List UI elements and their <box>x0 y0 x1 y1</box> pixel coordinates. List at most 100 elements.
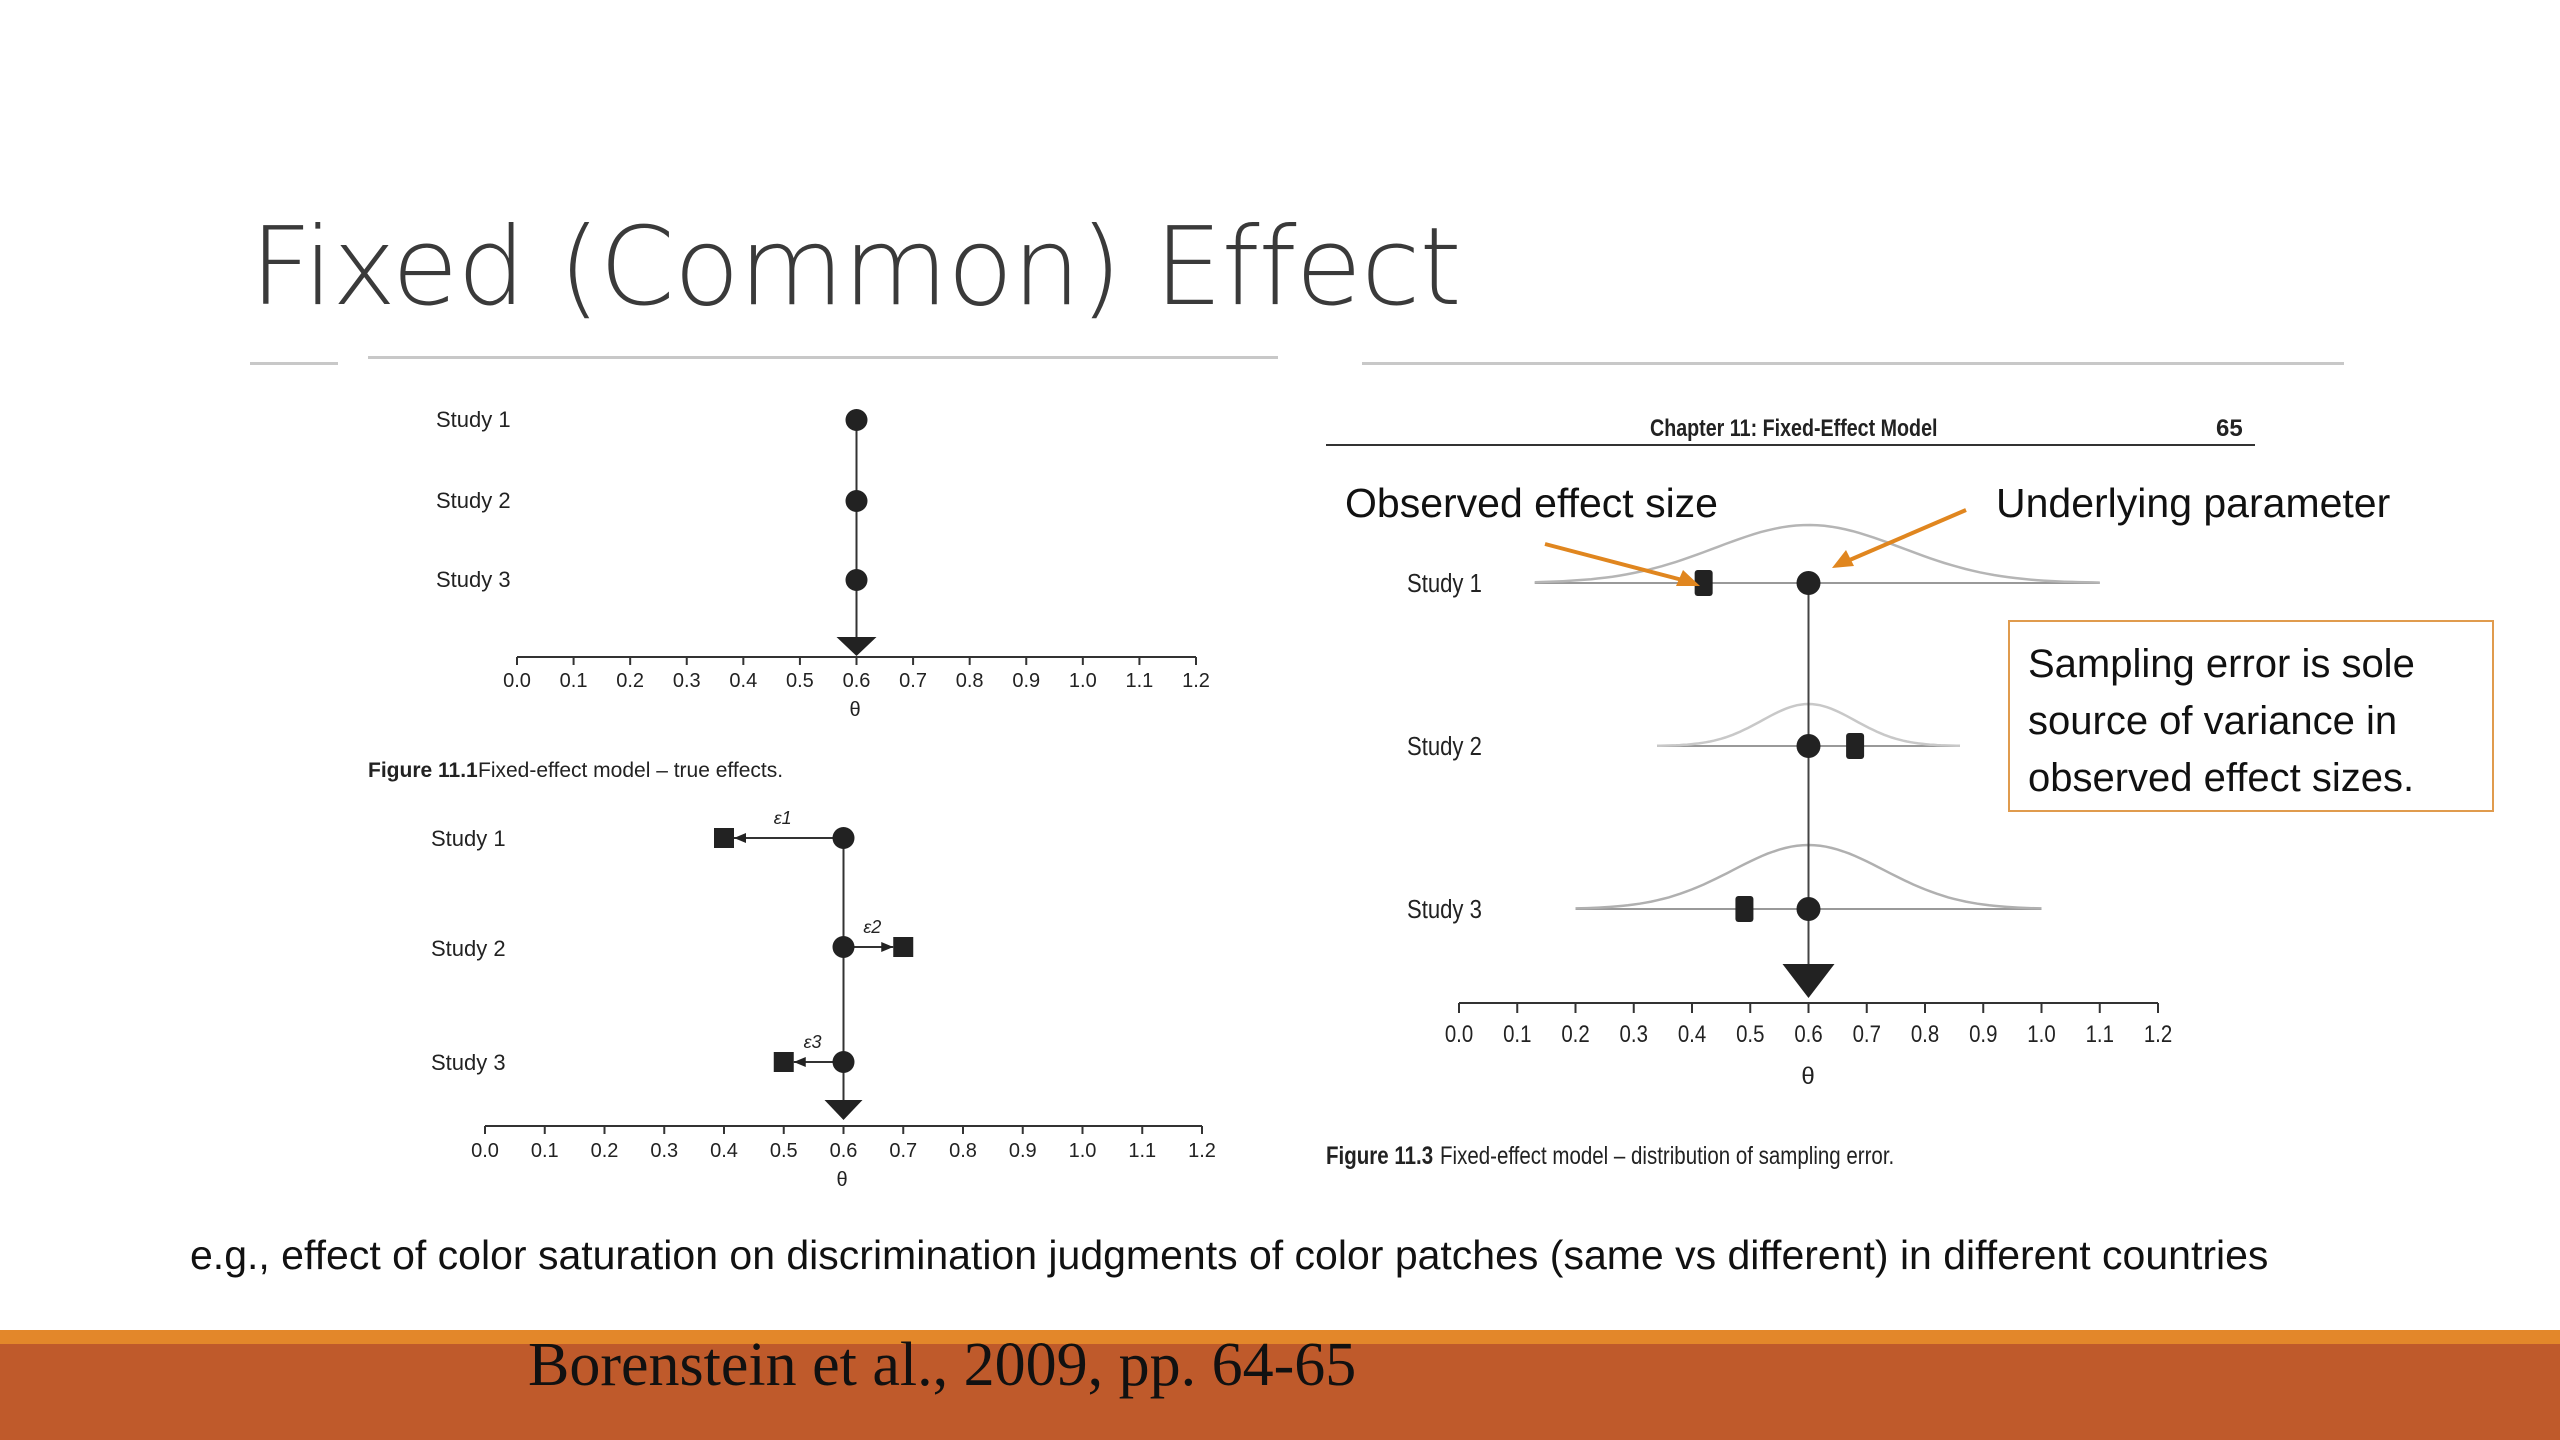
slide-title: Fixed (Common) Effect <box>250 205 1462 330</box>
observed-effect-point <box>1694 570 1713 596</box>
citation: Borenstein et al., 2009, pp. 64-65 <box>528 1331 1357 1399</box>
true-effect-point <box>845 569 868 591</box>
observed-effect-arrow <box>1544 542 1691 584</box>
true-effect-point <box>1796 571 1821 595</box>
axis-tick-label: 1.1 <box>1128 1140 1156 1162</box>
sampling-distribution-curve <box>1534 523 2100 584</box>
underlying-parameter-label: Underlying parameter <box>1996 480 2391 526</box>
axis-tick-label: 0.4 <box>1678 1020 1706 1047</box>
true-effect-point <box>845 409 868 431</box>
error-label: ε1 <box>774 808 792 828</box>
figure-11-2: Study 1 Study 2 Study 3 ε1 ε2 ε3 0.0 0.1 0.2… <box>431 808 1216 1191</box>
axis-tick-label: 0.7 <box>899 670 927 692</box>
axis-tick-label: 0.7 <box>1853 1020 1881 1047</box>
axis-tick-label: 0.2 <box>1561 1020 1589 1047</box>
sampling-error-note: Sampling error is sole source of varianc… <box>2008 620 2494 812</box>
true-effect-point <box>1796 734 1821 758</box>
axis-tick-label: 0.1 <box>560 670 588 692</box>
axis-tick-label: 0.3 <box>673 670 701 692</box>
f3-study-label: Study 3 <box>1407 895 1482 924</box>
axis-tick-label: 0.1 <box>1503 1020 1531 1047</box>
observed-effect-arrowhead <box>1676 570 1700 586</box>
axis-tick-label: 1.2 <box>1182 670 1210 692</box>
f3-header: Chapter 11: Fixed-Effect Model <box>1650 414 1937 441</box>
axis-tick-label: 0.2 <box>616 670 644 692</box>
summary-triangle <box>824 1100 863 1120</box>
f2-study-label: Study 2 <box>431 936 506 961</box>
true-effect-point <box>845 490 868 512</box>
sampling-error-arrowhead <box>881 942 894 952</box>
axis-tick-label: 0.0 <box>503 670 531 692</box>
sampling-error-arrowhead <box>793 1057 806 1067</box>
axis-tick-label: 0.6 <box>830 1140 858 1162</box>
true-effect-point <box>832 1051 855 1073</box>
f2-study-label: Study 1 <box>431 826 506 851</box>
f3-caption-bold: Figure 11.3 <box>1326 1141 1433 1169</box>
figure-11-3: Chapter 11: Fixed-Effect Model 65 Study … <box>1326 414 2255 1169</box>
f1-caption-text: Fixed-effect model – true effects. <box>478 759 783 782</box>
f1-study-label: Study 3 <box>436 567 511 592</box>
error-label: ε2 <box>863 917 881 937</box>
f1-caption-bold: Figure 11.1 <box>368 759 478 782</box>
axis-tick-label: 0.3 <box>1620 1020 1648 1047</box>
example-caption: e.g., effect of color saturation on disc… <box>190 1232 2269 1278</box>
axis-tick-label: 1.0 <box>2027 1020 2055 1047</box>
axis-tick-label: 0.3 <box>650 1140 678 1162</box>
axis-tick-label: 0.6 <box>1794 1020 1822 1047</box>
observed-effect-label: Observed effect size <box>1345 480 1718 526</box>
axis-tick-label: 0.0 <box>471 1140 499 1162</box>
axis-tick-label: 1.1 <box>2086 1020 2114 1047</box>
axis-tick-label: 1.2 <box>1188 1140 1216 1162</box>
f3-caption-text: Fixed-effect model – distribution of sam… <box>1440 1141 1894 1169</box>
summary-triangle <box>1782 964 1835 998</box>
observed-effect-point <box>714 828 734 848</box>
f1-axis-label: θ <box>849 699 860 721</box>
axis-tick-label: 0.9 <box>1012 670 1040 692</box>
underlying-parameter-arrow <box>1844 508 1967 564</box>
title-rule-middle <box>368 356 1278 359</box>
axis-tick-label: 0.8 <box>956 670 984 692</box>
observed-effect-point <box>893 937 914 957</box>
axis-tick-label: 0.5 <box>770 1140 798 1162</box>
footer-bar <box>0 1344 2560 1440</box>
f2-axis-label: θ <box>836 1169 847 1191</box>
axis-tick-label: 0.6 <box>843 670 871 692</box>
title-rule-left <box>250 362 338 365</box>
axis-tick-label: 0.8 <box>949 1140 977 1162</box>
axis-tick-label: 0.5 <box>1736 1020 1764 1047</box>
f3-page-number: 65 <box>2216 415 2243 442</box>
footer-accent-bar <box>0 1330 2560 1344</box>
axis-tick-label: 0.4 <box>729 670 757 692</box>
underlying-parameter-arrowhead <box>1832 550 1854 568</box>
true-effect-point <box>832 827 855 849</box>
true-effect-point <box>832 936 855 958</box>
summary-triangle <box>836 637 877 656</box>
axis-tick-label: 1.0 <box>1069 1140 1097 1162</box>
observed-effect-point <box>773 1052 794 1072</box>
axis-tick-label: 0.7 <box>889 1140 917 1162</box>
axis-tick-label: 0.9 <box>1969 1020 1997 1047</box>
axis-tick-label: 0.9 <box>1009 1140 1037 1162</box>
f3-axis-label: θ <box>1801 1063 1814 1090</box>
axis-tick-label: 1.0 <box>1069 670 1097 692</box>
axis-tick-label: 0.2 <box>591 1140 619 1162</box>
axis-tick-label: 0.5 <box>786 670 814 692</box>
observed-effect-point <box>1735 896 1754 922</box>
true-effect-point <box>1796 897 1821 921</box>
axis-tick-label: 0.8 <box>1911 1020 1939 1047</box>
f3-study-label: Study 2 <box>1407 732 1482 761</box>
observed-effect-point <box>1846 733 1865 759</box>
f1-study-label: Study 1 <box>436 407 511 432</box>
title-rule-right <box>1362 362 2344 365</box>
axis-tick-label: 1.2 <box>2144 1020 2172 1047</box>
f3-study-label: Study 1 <box>1407 569 1482 598</box>
f1-study-label: Study 2 <box>436 488 511 513</box>
axis-tick-label: 0.0 <box>1445 1020 1473 1047</box>
figure-11-1: Study 1 Study 2 Study 3 0.0 0.1 0.2 0.3 0.4 0… <box>368 407 1210 782</box>
axis-tick-label: 0.4 <box>710 1140 738 1162</box>
sampling-error-arrowhead <box>734 833 746 843</box>
axis-tick-label: 0.1 <box>531 1140 559 1162</box>
error-label: ε3 <box>804 1032 822 1052</box>
f2-study-label: Study 3 <box>431 1050 506 1075</box>
